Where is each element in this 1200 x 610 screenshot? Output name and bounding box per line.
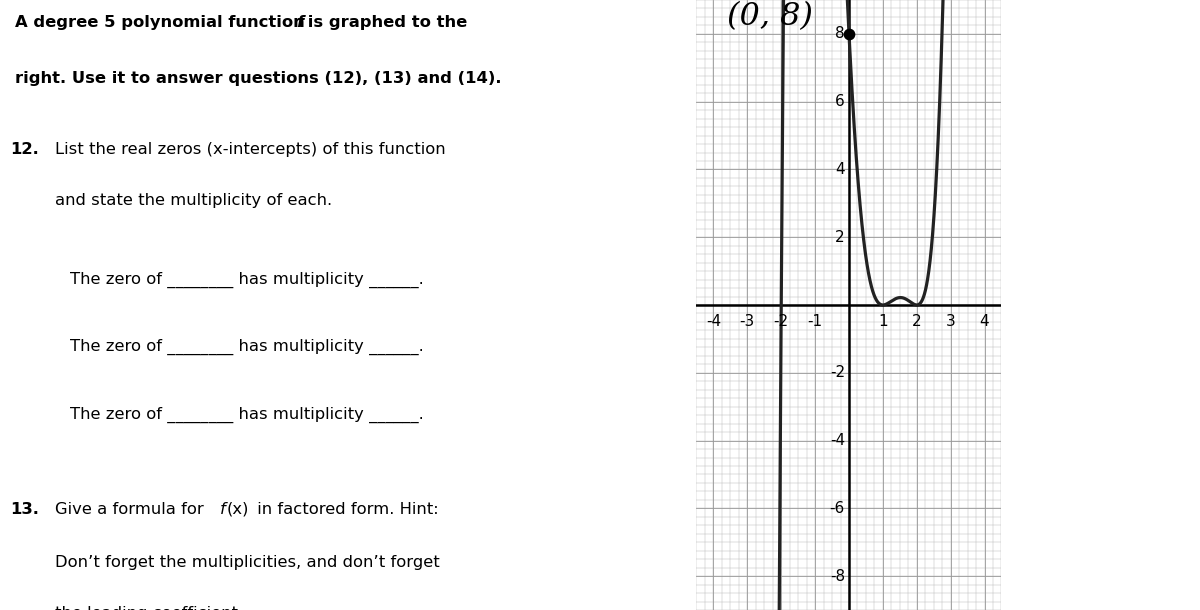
Text: The zero of ________ has multiplicity ______.: The zero of ________ has multiplicity __… [70, 339, 424, 355]
Text: -4: -4 [706, 315, 721, 329]
Text: Don’t forget the multiplicities, and don’t forget: Don’t forget the multiplicities, and don… [55, 555, 439, 570]
Text: List the real zeros (x-intercepts) of this function: List the real zeros (x-intercepts) of th… [55, 142, 445, 157]
Text: Give a formula for: Give a formula for [55, 502, 209, 517]
Text: 13.: 13. [10, 502, 38, 517]
Text: 4: 4 [979, 315, 989, 329]
Text: 6: 6 [835, 94, 845, 109]
Text: -4: -4 [830, 433, 845, 448]
Text: right. Use it to answer questions (12), (13) and (14).: right. Use it to answer questions (12), … [14, 71, 502, 87]
Text: 8: 8 [835, 26, 845, 41]
Text: 2: 2 [912, 315, 922, 329]
Text: The zero of ________ has multiplicity ______.: The zero of ________ has multiplicity __… [70, 406, 424, 423]
Text: (0, 8): (0, 8) [727, 1, 814, 32]
Text: 3: 3 [946, 315, 955, 329]
Text: -3: -3 [739, 315, 755, 329]
Text: -8: -8 [830, 569, 845, 584]
Text: 2: 2 [835, 230, 845, 245]
Text: the leading coefficient.: the leading coefficient. [55, 606, 242, 610]
Text: -2: -2 [830, 365, 845, 380]
Text: is graphed to the: is graphed to the [302, 15, 467, 30]
Text: and state the multiplicity of each.: and state the multiplicity of each. [55, 193, 332, 208]
Text: in factored form. Hint:: in factored form. Hint: [252, 502, 439, 517]
Text: f: f [296, 15, 304, 30]
Text: 12.: 12. [10, 142, 38, 157]
Text: -1: -1 [808, 315, 823, 329]
Text: 4: 4 [835, 162, 845, 177]
Text: f: f [221, 502, 226, 517]
Point [839, 29, 858, 39]
Text: -6: -6 [829, 501, 845, 516]
Text: A degree 5 polynomial function: A degree 5 polynomial function [14, 15, 311, 30]
Text: (x): (x) [227, 502, 248, 517]
Text: The zero of ________ has multiplicity ______.: The zero of ________ has multiplicity __… [70, 271, 424, 288]
Text: -2: -2 [774, 315, 788, 329]
Text: 1: 1 [878, 315, 888, 329]
